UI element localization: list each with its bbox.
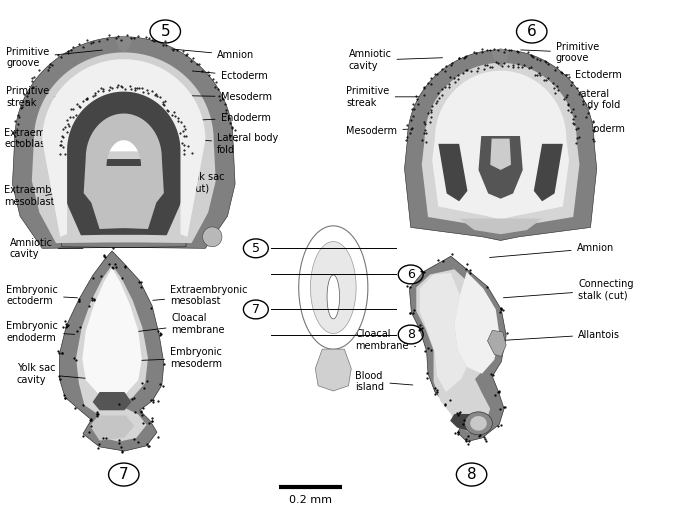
Text: Embryonic
mesoderm: Embryonic mesoderm — [137, 347, 222, 369]
Text: Endoderm: Endoderm — [196, 112, 270, 122]
Text: Amnion: Amnion — [489, 243, 614, 258]
Polygon shape — [43, 59, 206, 237]
Text: 5: 5 — [160, 24, 170, 39]
Polygon shape — [432, 71, 569, 220]
Polygon shape — [470, 416, 487, 431]
Text: Amniotic
cavity: Amniotic cavity — [348, 50, 443, 71]
Polygon shape — [327, 275, 339, 319]
Polygon shape — [32, 52, 216, 243]
Polygon shape — [61, 84, 187, 235]
Text: Extraembryonic
mesoblasts: Extraembryonic mesoblasts — [4, 185, 82, 207]
Polygon shape — [84, 114, 164, 229]
Text: Mesoderm: Mesoderm — [192, 92, 272, 102]
Polygon shape — [420, 273, 467, 392]
Polygon shape — [203, 227, 222, 247]
Text: Yolk sac
cavity: Yolk sac cavity — [17, 363, 90, 384]
Polygon shape — [116, 36, 132, 52]
Text: Yolk
sac
cavity: Yolk sac cavity — [82, 153, 112, 186]
Polygon shape — [438, 144, 468, 201]
Text: 6: 6 — [407, 268, 415, 281]
Text: Primitive
streak: Primitive streak — [6, 86, 79, 108]
Polygon shape — [534, 144, 563, 201]
Text: 5: 5 — [252, 242, 260, 255]
Text: Yolk sac
(cut): Yolk sac (cut) — [181, 172, 224, 194]
Text: Embryonic
ectoderm: Embryonic ectoderm — [6, 285, 77, 306]
Polygon shape — [454, 272, 499, 374]
Text: Primitive
groove: Primitive groove — [521, 42, 599, 63]
Polygon shape — [490, 139, 511, 170]
Polygon shape — [82, 268, 141, 393]
Text: Endoderm: Endoderm — [552, 124, 625, 134]
Text: Extraembryonic
mesoblast: Extraembryonic mesoblast — [153, 285, 247, 306]
Text: 8: 8 — [467, 467, 476, 482]
Text: Lateral body
fold: Lateral body fold — [199, 133, 278, 155]
Polygon shape — [59, 251, 164, 451]
Text: Blood
island: Blood island — [355, 371, 413, 392]
Polygon shape — [76, 265, 148, 441]
Text: Yolk sac cavity: Yolk sac cavity — [458, 173, 529, 183]
Text: Mesoderm: Mesoderm — [346, 126, 429, 136]
Polygon shape — [422, 63, 579, 230]
Polygon shape — [459, 219, 542, 234]
Polygon shape — [409, 256, 506, 441]
Polygon shape — [310, 241, 356, 334]
Text: Cloacal
membrane: Cloacal membrane — [355, 329, 415, 351]
Text: 6: 6 — [527, 24, 537, 39]
Text: Extraembryonic
ectoblast: Extraembryonic ectoblast — [4, 128, 82, 149]
Polygon shape — [416, 269, 492, 433]
Text: Yolk sac
roof: Yolk sac roof — [93, 185, 131, 207]
Polygon shape — [491, 48, 510, 67]
Polygon shape — [479, 136, 523, 199]
Text: Amniotic
cavity: Amniotic cavity — [10, 238, 83, 259]
Polygon shape — [90, 416, 134, 440]
Text: Primitive
streak: Primitive streak — [346, 86, 434, 108]
Text: Cloacal
membrane: Cloacal membrane — [137, 313, 225, 335]
Text: Amnion: Amnion — [171, 49, 254, 60]
Text: Connecting
stalk (cut): Connecting stalk (cut) — [503, 279, 634, 301]
Polygon shape — [299, 226, 368, 349]
Text: Lateral
body fold: Lateral body fold — [556, 89, 620, 110]
Text: 8: 8 — [407, 328, 415, 341]
Text: Ectoderm: Ectoderm — [192, 71, 268, 81]
Text: Embryonic
endoderm: Embryonic endoderm — [6, 321, 75, 343]
Text: Ectoderm: Ectoderm — [552, 70, 622, 80]
Polygon shape — [404, 50, 597, 240]
Text: Primitive
groove: Primitive groove — [6, 47, 102, 69]
Text: Allantois: Allantois — [489, 329, 620, 341]
Polygon shape — [465, 412, 492, 435]
Text: 7: 7 — [119, 467, 128, 482]
Text: 7: 7 — [252, 303, 260, 316]
Polygon shape — [315, 349, 351, 391]
Polygon shape — [487, 331, 506, 356]
Polygon shape — [93, 392, 132, 410]
Polygon shape — [13, 37, 235, 248]
Text: 0.2 mm: 0.2 mm — [289, 495, 332, 505]
Polygon shape — [450, 414, 477, 431]
